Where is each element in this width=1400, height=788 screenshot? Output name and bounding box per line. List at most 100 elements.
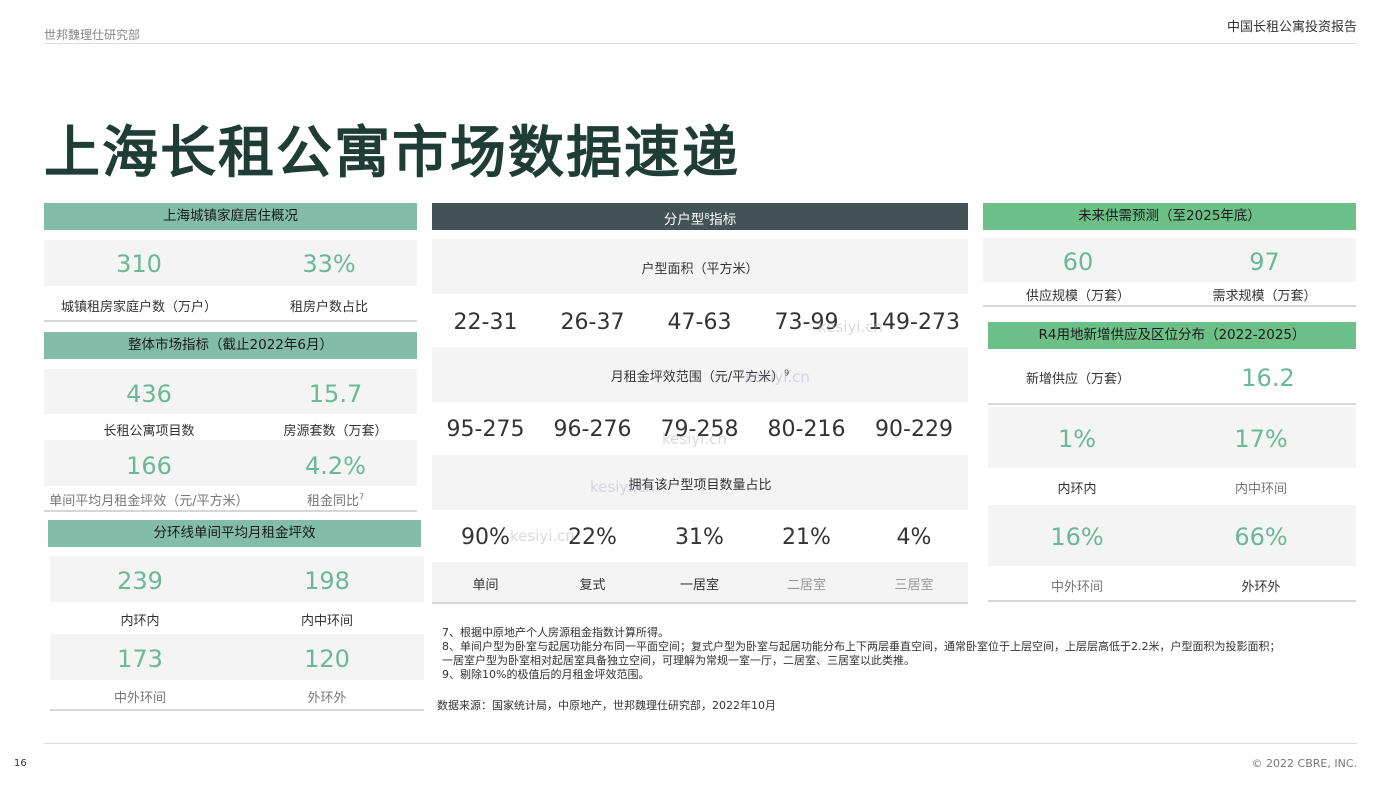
footer-divider [44,743,1357,744]
r4-label-3: 中外环间 [1050,580,1103,595]
forecast-label-1: 供应规模（万套） [1025,289,1130,304]
area-value-4: 73-99 [774,310,839,335]
rent-value-3: 79-258 [660,417,739,442]
r4-label-2: 内中环间 [1234,482,1287,497]
forecast-heading: 未来供需预测（至2025年底） [983,203,1356,230]
rent-value-5: 90-229 [875,417,953,442]
market-label-3: 单间平均月租金坪效（元/平方米） [49,494,249,509]
ring-label-2: 内中环间 [300,614,353,629]
r4-rule-top [988,403,1356,405]
rent-label-bg [432,347,968,402]
forecast-rule [983,305,1356,307]
forecast-label-2: 需求规模（万套） [1212,289,1317,304]
footnote-7: 7、根据中原地产个人房源租金指数计算所得。 [442,626,669,639]
household-heading: 上海城镇家庭居住概况 [44,203,417,230]
footnote-9: 9、剔除10%的极值后的月租金坪效范围。 [442,668,650,681]
page-title: 上海长租公寓市场数据速递 [44,120,740,186]
page-number: 16 [14,758,27,769]
forecast-values-bg [983,238,1356,282]
watermark-4: kesiyi.cn [590,478,655,496]
type-label-2: 复式 [579,578,606,593]
household-label-1: 城镇租房家庭户数（万户） [60,300,217,315]
area-label-bg [432,239,968,294]
r4-values-bg-2 [988,505,1356,566]
area-value-5: 149-273 [868,310,960,335]
rent-label: 月租金坪效范围（元/平方米）9 [610,368,790,385]
market-label-4: 租金同比7 [306,492,365,509]
header-divider [44,43,1357,44]
share-value-5: 4% [896,525,932,550]
copyright: © 2022 CBRE, INC. [1251,757,1357,770]
watermark-2: kesiyi.cn [745,368,810,386]
market-values-bg-1 [44,369,417,414]
type-label-1: 单间 [472,578,499,593]
rent-value-2: 96-276 [553,417,632,442]
type-label-3: 一居室 [679,578,719,593]
household-values-bg [44,240,417,286]
ring-value-1: 239 [117,567,163,595]
ring-label-3: 中外环间 [113,691,166,706]
household-value-2: 33% [302,250,356,278]
ring-value-3: 173 [117,645,163,673]
share-label-bg [432,455,968,510]
footnote-8: 8、单间户型为卧室与起居功能分布同一平面空间；复式户型为卧室与起居功能分布上下两… [442,640,1281,653]
rent-value-1: 95-275 [446,417,525,442]
market-value-2: 15.7 [308,380,363,408]
share-value-4: 21% [782,525,831,550]
market-value-1: 436 [126,380,172,408]
ring-values-bg-1 [50,556,424,602]
footnotes: 7、根据中原地产个人房源租金指数计算所得。 8、单间户型为卧室与起居功能分布同一… [442,626,1281,682]
r4-label-1: 内环内 [1057,482,1097,497]
household-rule [44,320,417,322]
area-value-2: 26-37 [560,310,625,335]
r4-label-4: 外环外 [1241,580,1281,595]
ring-label-1: 内环内 [120,614,160,629]
r4-new-supply-value: 16.2 [1241,364,1295,392]
forecast-value-1: 60 [1062,248,1094,276]
share-value-2: 22% [568,525,617,550]
footnote-8-cont: 一居室户型为卧室相对起居室具备独立空间，可理解为常规一室一厅，二居室、三居室以此… [442,654,915,667]
area-value-3: 47-63 [667,310,732,335]
share-label: 拥有该户型项目数量占比 [628,478,772,493]
r4-value-4: 66% [1234,523,1288,551]
market-values-bg-2 [44,440,417,486]
unit-type-rule [432,602,968,604]
market-value-4: 4.2% [305,452,366,480]
type-label-4: 二居室 [786,578,826,593]
area-label: 户型面积（平方米） [641,262,759,277]
market-rule [44,510,417,512]
ring-heading: 分环线单间平均月租金坪效 [48,520,421,547]
r4-value-2: 17% [1234,425,1288,453]
watermark-3: kesiyi.cn [662,430,727,448]
r4-value-1: 1% [1057,425,1097,453]
share-value-3: 31% [675,525,724,550]
forecast-value-2: 97 [1249,248,1280,276]
type-label-5: 三居室 [894,578,934,593]
watermark-5: kesiyi.cn [510,527,575,545]
r4-value-3: 16% [1050,523,1104,551]
market-label-2: 房源套数（万套） [283,424,388,439]
market-heading: 整体市场指标（截止2022年6月） [44,332,417,359]
data-source: 数据来源：国家统计局，中原地产，世邦魏理仕研究部，2022年10月 [437,699,776,712]
r4-new-supply-label: 新增供应（万套） [1025,372,1130,387]
header-left: 世邦魏理仕研究部 [44,28,141,42]
ring-value-2: 198 [304,567,350,595]
r4-rule-bottom [988,600,1356,602]
ring-rule [50,709,424,711]
rent-value-4: 80-216 [767,417,846,442]
ring-label-4: 外环外 [307,691,347,706]
types-bg [432,562,968,602]
header-right: 中国长租公寓投资报告 [1226,20,1357,35]
area-value-1: 22-31 [453,310,518,335]
household-value-1: 310 [116,250,162,278]
household-label-2: 租房户数占比 [289,300,368,315]
unit-type-heading: 分户型8指标 [432,203,968,230]
market-value-3: 166 [126,452,172,480]
r4-values-bg-1 [988,407,1356,468]
ring-value-4: 120 [304,645,350,673]
share-value-1: 90% [461,525,510,550]
watermark-1: kesiyi.cn [818,318,883,336]
ring-values-bg-2 [50,634,424,680]
market-label-1: 长租公寓项目数 [103,424,195,439]
r4-heading: R4用地新增供应及区位分布（2022-2025） [988,322,1356,349]
